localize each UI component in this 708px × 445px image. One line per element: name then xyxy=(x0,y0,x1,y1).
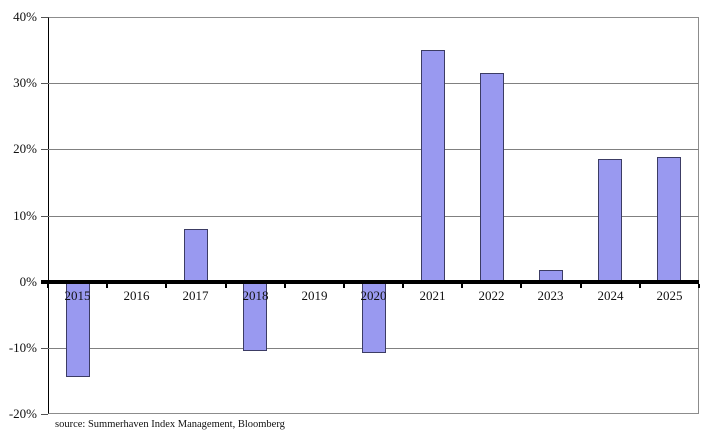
x-tick-label-2019: 2019 xyxy=(301,288,328,303)
bar-2022 xyxy=(480,73,504,281)
gridline-20 xyxy=(48,149,699,150)
y-tick-label-0: 0% xyxy=(19,274,37,289)
x-tick-label-2024: 2024 xyxy=(597,288,624,303)
y-tick-30 xyxy=(41,83,48,84)
y-tick-label-30: 30% xyxy=(13,75,37,90)
x-tick-11 xyxy=(698,284,700,288)
x-tick-label-2018: 2018 xyxy=(242,288,269,303)
y-tick--10 xyxy=(41,348,48,349)
y-tick-20 xyxy=(41,149,48,150)
source-note: source: Summerhaven Index Management, Bl… xyxy=(55,419,285,430)
x-tick-2 xyxy=(165,284,167,288)
x-tick-8 xyxy=(520,284,522,288)
y-tick-label-20: 20% xyxy=(13,141,37,156)
x-tick-label-2015: 2015 xyxy=(64,288,91,303)
x-tick-label-2020: 2020 xyxy=(360,288,387,303)
x-tick-1 xyxy=(106,284,108,288)
x-tick-5 xyxy=(343,284,345,288)
y-tick-10 xyxy=(41,216,48,217)
x-tick-9 xyxy=(580,284,582,288)
y-tick-label-10: 10% xyxy=(13,208,37,223)
y-tick-40 xyxy=(41,17,48,18)
x-tick-label-2017: 2017 xyxy=(182,288,209,303)
bar-2021 xyxy=(421,50,445,282)
x-tick-label-2016: 2016 xyxy=(123,288,150,303)
y-tick-label--10: -10% xyxy=(8,340,37,355)
x-tick-label-2025: 2025 xyxy=(656,288,683,303)
bar-2025 xyxy=(657,157,681,281)
x-tick-label-2023: 2023 xyxy=(537,288,564,303)
x-tick-7 xyxy=(461,284,463,288)
x-tick-6 xyxy=(402,284,404,288)
x-tick-4 xyxy=(284,284,286,288)
gridline-30 xyxy=(48,83,699,84)
y-tick--20 xyxy=(41,414,48,415)
x-tick-10 xyxy=(639,284,641,288)
bar-2018 xyxy=(243,282,267,351)
y-tick-label-40: 40% xyxy=(13,9,37,24)
gridline-10 xyxy=(48,216,699,217)
zero-axis-line xyxy=(41,280,699,284)
bar-2017 xyxy=(184,229,208,282)
x-tick-label-2021: 2021 xyxy=(419,288,446,303)
y-tick-label--20: -20% xyxy=(8,406,37,421)
bar-2024 xyxy=(598,159,622,282)
bar-2015 xyxy=(66,282,90,377)
plot-area xyxy=(48,17,699,414)
x-tick-0 xyxy=(47,284,49,288)
x-tick-label-2022: 2022 xyxy=(478,288,505,303)
bar-2020 xyxy=(362,282,386,353)
x-tick-3 xyxy=(225,284,227,288)
